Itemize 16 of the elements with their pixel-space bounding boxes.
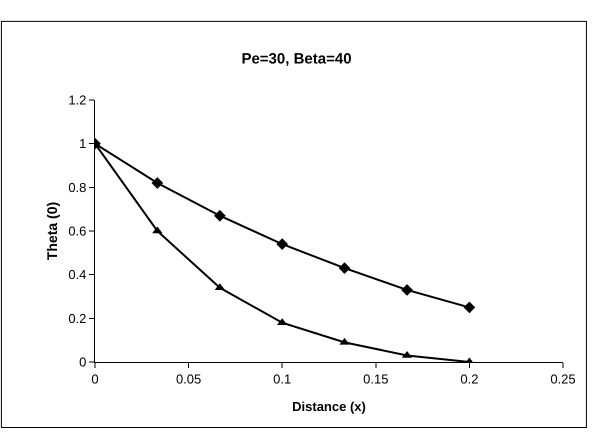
- y-tick-label: 1.2: [68, 92, 86, 108]
- y-tick-label: 0: [79, 354, 86, 370]
- x-tick-label: 0.05: [176, 372, 202, 387]
- y-tick-label: 0.4: [68, 267, 86, 282]
- y-tick-label: 0.2: [68, 310, 86, 326]
- x-tick-label: 0: [91, 372, 99, 387]
- y-tick-label: 1: [79, 136, 86, 152]
- x-tick-label: 0.15: [363, 372, 388, 387]
- x-tick-label: 0.1: [273, 372, 292, 387]
- y-tick-label: 0.6: [68, 224, 86, 239]
- x-tick-label: 0.25: [550, 372, 576, 387]
- x-axis-title: Distance (x): [292, 399, 366, 414]
- y-tick-label: 0.8: [68, 180, 86, 195]
- y-axis-title: Theta (0): [44, 202, 60, 260]
- x-tick-label: 0.2: [460, 372, 478, 387]
- chart-title: Pe=30, Beta=40: [241, 50, 352, 68]
